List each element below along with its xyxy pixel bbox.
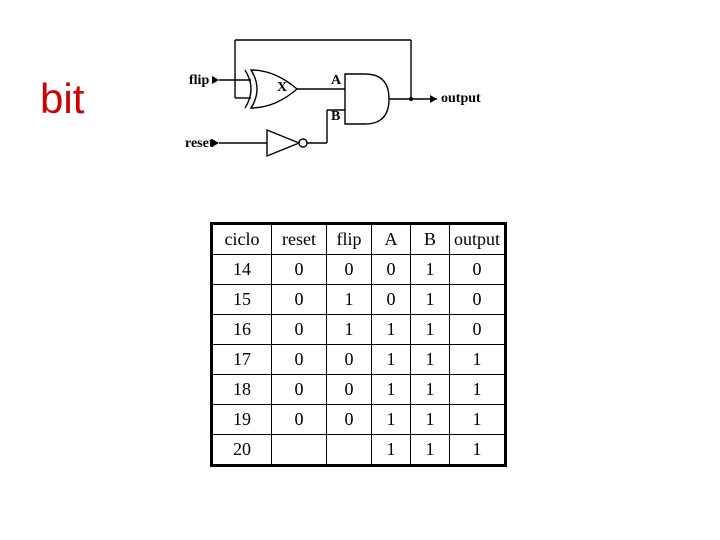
cell: 0 — [272, 345, 327, 375]
cell: 0 — [272, 405, 327, 435]
cell: 1 — [450, 405, 506, 435]
cell: 0 — [272, 285, 327, 315]
and-gate — [345, 74, 389, 124]
cell — [327, 435, 372, 466]
table-row: 14 0 0 0 1 0 — [212, 255, 506, 285]
table-row: 15 0 1 0 1 0 — [212, 285, 506, 315]
junction-dot — [409, 97, 413, 101]
cell: 0 — [450, 315, 506, 345]
col-reset: reset — [272, 224, 327, 255]
cell: 14 — [212, 255, 272, 285]
cell: 1 — [372, 405, 411, 435]
col-b: B — [411, 224, 450, 255]
table-body: 14 0 0 0 1 0 15 0 1 0 1 0 16 0 1 1 1 — [212, 255, 506, 466]
table-row: 20 1 1 1 — [212, 435, 506, 466]
cell: 1 — [411, 315, 450, 345]
cell: 15 — [212, 285, 272, 315]
cell: 1 — [372, 435, 411, 466]
cell: 16 — [212, 315, 272, 345]
cell: 18 — [212, 375, 272, 405]
label-b: B — [331, 109, 340, 125]
cell: 20 — [212, 435, 272, 466]
table-row: 16 0 1 1 1 0 — [212, 315, 506, 345]
cell: 1 — [411, 435, 450, 466]
col-a: A — [372, 224, 411, 255]
cell: 0 — [372, 255, 411, 285]
not-gate — [267, 130, 307, 156]
cell: 1 — [327, 315, 372, 345]
label-reset: reset — [185, 136, 214, 152]
label-a: A — [331, 73, 341, 89]
cell: 0 — [272, 375, 327, 405]
cell: 0 — [327, 345, 372, 375]
col-ciclo: ciclo — [212, 224, 272, 255]
cell: 1 — [450, 375, 506, 405]
label-flip: flip — [189, 73, 209, 89]
cell — [272, 435, 327, 466]
cell: 1 — [327, 285, 372, 315]
col-flip: flip — [327, 224, 372, 255]
cell: 19 — [212, 405, 272, 435]
cell: 0 — [272, 315, 327, 345]
cell: 0 — [327, 405, 372, 435]
circuit-diagram: flip reset X A B output — [175, 32, 485, 182]
circuit-svg — [175, 32, 485, 182]
table-row: 17 0 0 1 1 1 — [212, 345, 506, 375]
cell: 0 — [450, 285, 506, 315]
cell: 0 — [327, 375, 372, 405]
cell: 1 — [372, 315, 411, 345]
cell: 1 — [411, 375, 450, 405]
table-row: 18 0 0 1 1 1 — [212, 375, 506, 405]
cell: 1 — [450, 345, 506, 375]
cell: 0 — [372, 285, 411, 315]
page-title: bit — [40, 75, 84, 123]
cell: 1 — [411, 255, 450, 285]
cell: 1 — [411, 345, 450, 375]
col-output: output — [450, 224, 506, 255]
table-header-row: ciclo reset flip A B output — [212, 224, 506, 255]
cell: 0 — [450, 255, 506, 285]
label-x: X — [277, 80, 287, 96]
cell: 1 — [450, 435, 506, 466]
truth-table-container: ciclo reset flip A B output 14 0 0 0 1 0… — [210, 222, 507, 467]
truth-table: ciclo reset flip A B output 14 0 0 0 1 0… — [210, 222, 507, 467]
xor-gate — [245, 70, 297, 108]
cell: 1 — [372, 375, 411, 405]
cell: 1 — [411, 405, 450, 435]
cell: 17 — [212, 345, 272, 375]
arrow-flip — [212, 76, 219, 84]
label-output: output — [441, 91, 481, 107]
cell: 0 — [272, 255, 327, 285]
arrow-output — [430, 95, 437, 103]
cell: 1 — [372, 345, 411, 375]
cell: 0 — [327, 255, 372, 285]
cell: 1 — [411, 285, 450, 315]
table-row: 19 0 0 1 1 1 — [212, 405, 506, 435]
